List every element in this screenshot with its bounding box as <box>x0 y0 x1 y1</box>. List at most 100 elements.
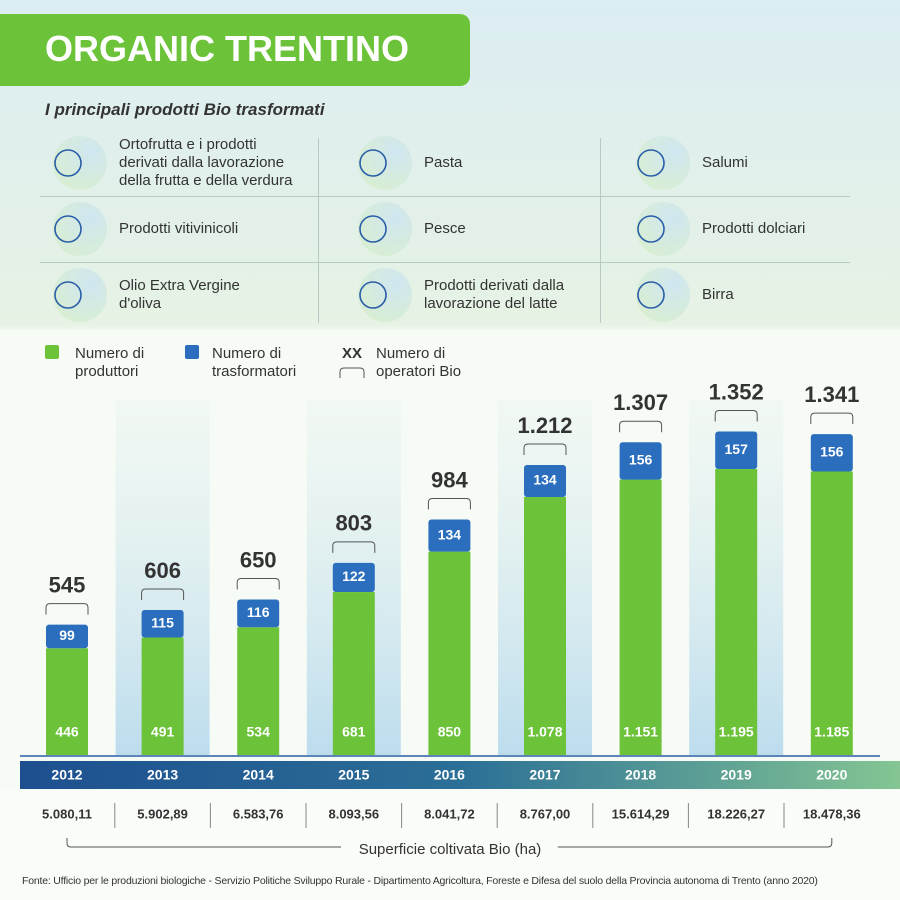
bar-segment <box>237 599 280 628</box>
bar-value-label: 122 <box>342 568 366 584</box>
bar-value-label: 534 <box>247 724 271 740</box>
bar-value-label: 446 <box>55 724 79 740</box>
bar-value-label: 491 <box>151 724 175 740</box>
x-tick-label: 2017 <box>529 767 560 783</box>
bar-value-label: 115 <box>151 614 174 630</box>
divider <box>318 138 319 323</box>
product-icon-bg <box>53 202 107 256</box>
total-bracket <box>427 498 471 510</box>
bar-value-label: 850 <box>438 724 462 740</box>
product-icon <box>54 215 82 243</box>
bar-segment <box>46 648 88 755</box>
surface-value: 6.583,76 <box>233 806 284 821</box>
product-icon-bg <box>53 268 107 322</box>
title-banner <box>0 14 470 86</box>
x-tick-label: 2012 <box>51 767 82 783</box>
total-label: 1.341 <box>804 382 859 407</box>
total-bracket <box>810 412 854 425</box>
bar-value-label: 116 <box>247 604 270 620</box>
product-label: Pesce <box>424 220 466 237</box>
product-label: Prodotti dolciari <box>702 220 806 237</box>
bar-segment <box>428 519 471 552</box>
bar-segment <box>715 431 758 470</box>
bar-segment <box>810 434 853 472</box>
x-tick-label: 2018 <box>625 767 656 783</box>
bar-segment <box>46 624 88 649</box>
x-tick-label: 2016 <box>434 767 465 783</box>
x-tick-label: 2019 <box>721 767 752 783</box>
x-tick-label: 2014 <box>243 767 274 783</box>
bar-value-label: 134 <box>438 526 462 542</box>
product-icon-bg <box>636 202 690 256</box>
surface-label: Superficie coltivata Bio (ha) <box>359 841 542 858</box>
x-tick-label: 2013 <box>147 767 178 783</box>
total-bracket <box>332 541 376 553</box>
legend-swatch <box>45 345 59 359</box>
bar-segment <box>810 471 853 755</box>
total-bracket <box>523 443 567 455</box>
bar-value-label: 156 <box>629 452 653 468</box>
source: Fonte: Ufficio per le produzioni biologi… <box>22 875 818 887</box>
bar-value-label: 1.078 <box>527 724 562 740</box>
legend-symbol: XX <box>342 345 362 362</box>
product-icon <box>359 281 387 309</box>
total-bracket <box>141 588 185 600</box>
product-icon-bg <box>636 268 690 322</box>
product-icon-bg <box>636 136 690 190</box>
bar-segment <box>141 609 184 638</box>
divider <box>40 196 850 197</box>
product-label: Salumi <box>702 154 748 171</box>
bar-value-label: 156 <box>820 443 844 459</box>
product-icon <box>637 149 665 177</box>
bar-segment <box>237 627 280 755</box>
product-label: Ortofrutta e i prodotti derivati dalla l… <box>119 136 293 189</box>
bar-segment <box>332 592 375 755</box>
surface-value: 8.767,00 <box>520 806 571 821</box>
bar-value-label: 1.185 <box>814 724 849 740</box>
bar-value-label: 157 <box>725 441 749 457</box>
divider <box>600 138 601 323</box>
product-icon-bg <box>358 202 412 256</box>
divider <box>40 262 850 263</box>
product-icon <box>637 215 665 243</box>
bar-segment <box>715 469 758 755</box>
total-label: 984 <box>431 467 468 492</box>
product-icon <box>54 149 82 177</box>
total-bracket <box>45 603 89 615</box>
surface-value: 8.041,72 <box>424 806 475 821</box>
total-label: 545 <box>49 572 86 597</box>
bar-segment <box>524 497 566 755</box>
total-bracket <box>714 409 758 422</box>
total-label: 1.307 <box>613 390 668 415</box>
total-label: 803 <box>335 511 372 536</box>
year-band <box>20 761 900 789</box>
bar-value-label: 681 <box>342 724 366 740</box>
product-label: Pasta <box>424 154 463 171</box>
legend-label: Numero di operatori Bio <box>376 345 462 380</box>
surface-bracket <box>66 838 833 848</box>
product-icon <box>359 215 387 243</box>
total-bracket <box>619 420 663 433</box>
total-label: 606 <box>144 558 181 583</box>
surface-value: 5.902,89 <box>137 806 188 821</box>
product-icon <box>359 149 387 177</box>
legend-bracket <box>339 367 365 378</box>
product-label: Birra <box>702 286 734 303</box>
product-label: Prodotti derivati dalla lavorazione del … <box>424 277 565 312</box>
bar-value-label: 134 <box>533 472 557 488</box>
product-label: Prodotti vitivinicoli <box>119 220 239 237</box>
x-tick-label: 2015 <box>338 767 369 783</box>
bar-segment <box>524 464 566 498</box>
bar-segment <box>619 479 662 755</box>
bar-segment <box>619 442 662 480</box>
legend-label: Numero di produttori <box>75 345 145 380</box>
product-icon-bg <box>358 268 412 322</box>
title: ORGANIC TRENTINO <box>45 28 409 69</box>
total-label: 650 <box>240 547 277 572</box>
total-label: 1.352 <box>709 379 764 404</box>
surface-value: 15.614,29 <box>612 806 670 821</box>
surface-value: 5.080,11 <box>42 806 92 821</box>
bar-value-label: 99 <box>59 627 75 643</box>
